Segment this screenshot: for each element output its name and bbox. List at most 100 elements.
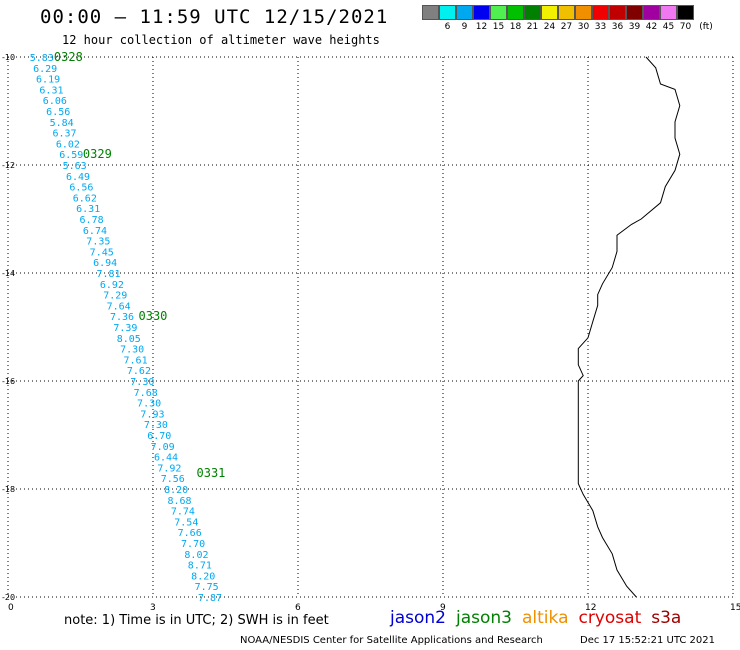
y-tick-label: -10 xyxy=(2,53,15,62)
legend-swatches xyxy=(422,5,694,20)
legend-swatch-9 xyxy=(456,5,473,20)
swh-value: 6.59 xyxy=(59,150,83,161)
swh-value: 6.62 xyxy=(73,193,97,204)
swh-value: 6.56 xyxy=(46,107,70,118)
swh-value: 7.87 xyxy=(198,593,222,604)
y-tick-label: -12 xyxy=(2,161,15,170)
swh-value: 7.45 xyxy=(90,247,114,258)
swh-value: 5.84 xyxy=(50,118,74,129)
legend-label-70: 70 xyxy=(679,22,692,32)
swh-value: 7.30 xyxy=(137,399,161,410)
legend-swatch-6 xyxy=(439,5,456,20)
satellite-jason2: jason2 xyxy=(390,608,446,628)
satellite-jason3: jason3 xyxy=(456,608,512,628)
legend-label-21: 21 xyxy=(526,22,539,32)
footnote: note: 1) Time is in UTC; 2) SWH is in fe… xyxy=(64,613,329,628)
credit-text: NOAA/NESDIS Center for Satellite Applica… xyxy=(240,635,543,646)
swh-value: 7.93 xyxy=(140,409,164,420)
swh-value: 8.02 xyxy=(184,550,208,561)
swh-value: 6.06 xyxy=(43,96,67,107)
map-title: 00:00 – 11:59 UTC 12/15/2021 xyxy=(40,6,389,28)
x-tick-label: 9 xyxy=(440,603,446,610)
altimeter-track: 5.836.296.196.316.066.565.846.376.026.59… xyxy=(30,53,222,604)
legend-swatch-70 xyxy=(677,5,694,20)
x-tick-label: 0 xyxy=(8,603,14,610)
swh-value: 7.62 xyxy=(127,366,151,377)
satellite-s3a: s3a xyxy=(651,608,682,628)
swh-value: 6.19 xyxy=(36,75,60,86)
swh-value: 7.29 xyxy=(103,291,127,302)
swh-value: 7.09 xyxy=(151,442,175,453)
swh-value: 7.56 xyxy=(161,474,185,485)
x-tick-label: 3 xyxy=(150,603,156,610)
legend-label-24: 24 xyxy=(543,22,556,32)
swh-value: 8.68 xyxy=(168,496,192,507)
swh-value: 7.64 xyxy=(107,301,131,312)
swh-value: 6.02 xyxy=(56,139,80,150)
y-tick-label: -18 xyxy=(2,485,15,494)
y-tick-label: -16 xyxy=(2,377,15,386)
legend-swatch-18 xyxy=(507,5,524,20)
swh-value: 6.78 xyxy=(80,215,104,226)
swh-value: 7.92 xyxy=(157,463,181,474)
swh-value: 8.20 xyxy=(191,571,215,582)
legend-swatch-36 xyxy=(609,5,626,20)
coastline xyxy=(577,56,681,598)
satellite-cryosat: cryosat xyxy=(578,608,642,628)
coastline-line xyxy=(577,56,681,598)
x-tick-label: 15 xyxy=(730,603,740,610)
swh-value: 6.37 xyxy=(52,129,76,140)
time-label: 0329 xyxy=(83,147,112,161)
swh-value: 7.74 xyxy=(171,507,195,518)
legend-swatch-15 xyxy=(490,5,507,20)
legend-swatch-30 xyxy=(575,5,592,20)
legend-swatch-24 xyxy=(541,5,558,20)
swh-value: 6.49 xyxy=(66,172,90,183)
tick-labels: 0 3 6 9 12 15 -10 -12 -14 -16 -18 -20 xyxy=(2,53,740,610)
swh-value: 7.36 xyxy=(110,312,134,323)
swh-value: 7.30 xyxy=(144,420,168,431)
swh-value: 7.35 xyxy=(86,237,110,248)
swh-value: 6.94 xyxy=(93,258,117,269)
x-tick-label: 6 xyxy=(295,603,301,610)
x-tick-label: 12 xyxy=(585,603,596,610)
swh-value: 6.70 xyxy=(147,431,171,442)
legend-label-27: 27 xyxy=(560,22,573,32)
y-tick-label: -14 xyxy=(2,269,15,278)
swh-value: 7.81 xyxy=(96,269,120,280)
grid-lines xyxy=(7,56,734,598)
swh-value: 7.68 xyxy=(134,388,158,399)
legend-label-9: 9 xyxy=(461,22,468,32)
color-legend: 6 9 12 15 18 21 24 27 30 33 36 39 42 45 70 (ft) xyxy=(422,5,713,34)
altimeter-map: 0 3 6 9 12 15-10-12-14-16-18-20 5.836.296.196… xyxy=(2,50,740,610)
legend-label-12: 12 xyxy=(475,22,488,32)
satellite-legend: jason2 jason3 altika cryosat s3a xyxy=(390,608,691,628)
swh-value: 8.05 xyxy=(117,334,141,345)
legend-label-33: 33 xyxy=(594,22,607,32)
swh-value: 6.44 xyxy=(154,453,178,464)
legend-swatch-33 xyxy=(592,5,609,20)
swh-value: 6.92 xyxy=(100,280,124,291)
legend-label-15: 15 xyxy=(492,22,505,32)
swh-value: 6.56 xyxy=(69,183,93,194)
time-label: 0331 xyxy=(197,466,226,480)
swh-value: 7.70 xyxy=(181,539,205,550)
swh-value: 6.31 xyxy=(39,85,63,96)
legend-swatch-21 xyxy=(524,5,541,20)
legend-unit: (ft) xyxy=(699,22,713,32)
swh-value: 6.31 xyxy=(76,204,100,215)
time-label: 0330 xyxy=(139,309,168,323)
swh-value: 6.29 xyxy=(33,64,57,75)
legend-label-45: 45 xyxy=(662,22,675,32)
legend-label-18: 18 xyxy=(509,22,522,32)
time-label: 0328 xyxy=(54,50,83,64)
swh-value: 7.30 xyxy=(120,345,144,356)
swh-value: 7.61 xyxy=(124,355,148,366)
swh-value: 8.71 xyxy=(188,561,212,572)
swh-value: 8.20 xyxy=(164,485,188,496)
legend-labels: 6 9 12 15 18 21 24 27 30 33 36 39 42 45 70 (ft) xyxy=(422,20,713,34)
swh-value: 5.83 xyxy=(30,53,54,64)
swh-value: 7.39 xyxy=(113,323,137,334)
swh-value: 7.66 xyxy=(178,528,202,539)
legend-label-39: 39 xyxy=(628,22,641,32)
